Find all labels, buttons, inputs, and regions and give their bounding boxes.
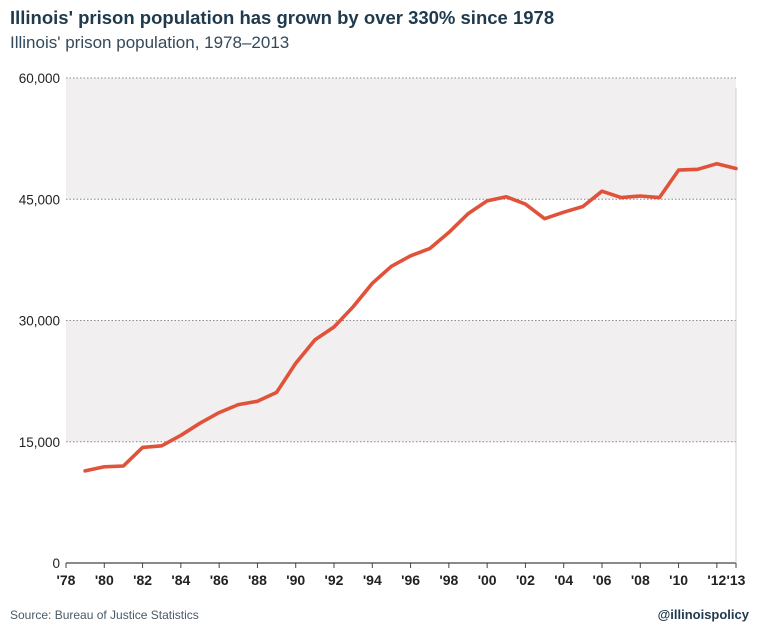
y-tick-label: 15,000 [19,435,60,450]
source-note: Source: Bureau of Justice Statistics [10,608,199,622]
y-tick-label: 45,000 [19,192,60,207]
x-tick-label: '90 [286,572,305,588]
x-tick-label: '84 [171,572,190,588]
chart-background-bands [66,78,736,563]
chart-title: Illinois' prison population has grown by… [10,7,555,28]
x-tick-label: '02 [516,572,535,588]
x-tick-label: '13 [727,572,746,588]
x-tick-label: '88 [248,572,267,588]
chart-band [66,320,736,442]
x-tick-label: '78 [57,572,76,588]
x-tick-label: '00 [478,572,497,588]
chart-band [66,78,736,200]
series-line [83,161,738,473]
y-tick-label: 30,000 [19,314,60,329]
y-tick-label: 60,000 [19,71,60,86]
chart-series [83,161,738,473]
x-tick-label: '80 [95,572,114,588]
x-tick-label: '10 [669,572,688,588]
y-axis-tick-labels: 0 15,000 30,000 45,000 60,000 [19,71,60,571]
y-tick-label: 0 [52,556,60,571]
x-tick-label: '06 [593,572,612,588]
chart-band [66,441,736,563]
chart-axes [65,88,737,568]
x-tick-label: '86 [210,572,229,588]
x-tick-label: '94 [363,572,382,588]
x-tick-label: '92 [325,572,344,588]
chart-subtitle: Illinois' prison population, 1978–2013 [10,33,290,52]
x-tick-label: '82 [133,572,152,588]
x-axis-tick-labels: '78 '80 '82 '84 '86 '88 '90 '92 '94 '96 '98 '00 '02 '… [57,572,746,588]
x-tick-label: '08 [631,572,650,588]
social-handle: @illinoispolicy [657,607,749,622]
x-tick-label: '12 [707,572,726,588]
x-tick-label: '04 [554,572,573,588]
x-tick-label: '96 [401,572,420,588]
x-tick-label: '98 [439,572,458,588]
